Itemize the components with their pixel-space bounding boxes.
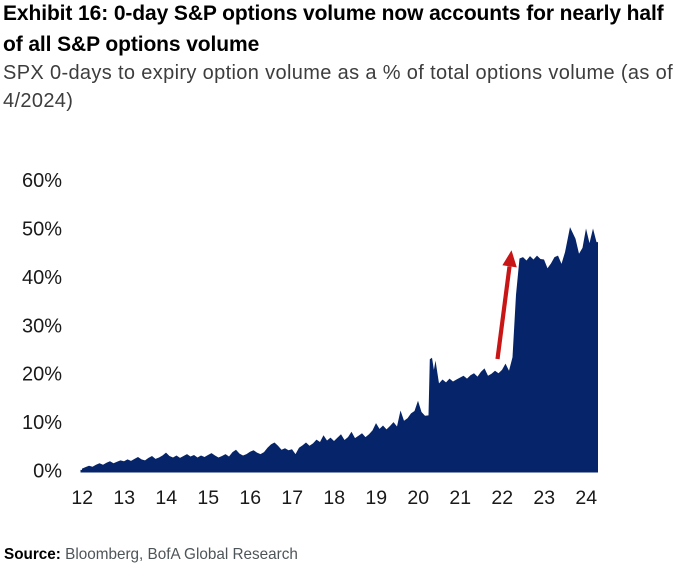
svg-text:18: 18 xyxy=(323,487,345,509)
svg-text:15: 15 xyxy=(197,487,219,509)
svg-text:22: 22 xyxy=(491,487,513,509)
svg-text:40%: 40% xyxy=(22,267,62,289)
svg-text:21: 21 xyxy=(449,487,471,509)
svg-text:50%: 50% xyxy=(22,219,62,241)
svg-text:20%: 20% xyxy=(22,364,62,386)
svg-text:12: 12 xyxy=(71,487,93,509)
svg-text:60%: 60% xyxy=(22,170,62,192)
svg-text:13: 13 xyxy=(113,487,135,509)
svg-text:0%: 0% xyxy=(33,461,62,483)
svg-text:17: 17 xyxy=(281,487,303,509)
svg-text:23: 23 xyxy=(533,487,555,509)
svg-text:24: 24 xyxy=(575,487,597,509)
svg-text:16: 16 xyxy=(239,487,261,509)
svg-text:10%: 10% xyxy=(22,412,62,434)
svg-text:14: 14 xyxy=(155,487,177,509)
svg-text:19: 19 xyxy=(365,487,387,509)
svg-text:30%: 30% xyxy=(22,315,62,337)
svg-text:20: 20 xyxy=(407,487,429,509)
